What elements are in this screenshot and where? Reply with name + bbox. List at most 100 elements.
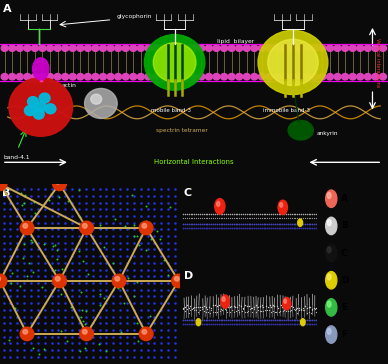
Circle shape bbox=[326, 299, 337, 316]
Circle shape bbox=[357, 45, 364, 51]
Circle shape bbox=[334, 45, 341, 51]
Circle shape bbox=[83, 223, 87, 228]
Circle shape bbox=[62, 74, 69, 80]
Circle shape bbox=[115, 45, 122, 51]
Circle shape bbox=[281, 45, 288, 51]
Circle shape bbox=[69, 74, 76, 80]
Text: A: A bbox=[341, 194, 348, 203]
Circle shape bbox=[280, 203, 282, 207]
Circle shape bbox=[152, 45, 159, 51]
Circle shape bbox=[54, 74, 61, 80]
Circle shape bbox=[168, 45, 175, 51]
Text: ankyrin: ankyrin bbox=[316, 131, 338, 136]
Circle shape bbox=[326, 45, 333, 51]
Circle shape bbox=[53, 274, 66, 288]
Circle shape bbox=[221, 45, 228, 51]
Circle shape bbox=[364, 74, 371, 80]
Text: C: C bbox=[341, 249, 348, 258]
Circle shape bbox=[183, 45, 190, 51]
Circle shape bbox=[24, 106, 35, 116]
Circle shape bbox=[217, 201, 220, 206]
Text: immobile band-3: immobile band-3 bbox=[263, 108, 310, 113]
Circle shape bbox=[213, 45, 220, 51]
Circle shape bbox=[298, 219, 303, 226]
Circle shape bbox=[83, 329, 87, 334]
Text: B: B bbox=[2, 188, 10, 198]
Circle shape bbox=[80, 221, 94, 235]
Circle shape bbox=[349, 45, 356, 51]
Circle shape bbox=[304, 45, 311, 51]
Circle shape bbox=[20, 221, 34, 235]
Text: actin: actin bbox=[62, 83, 77, 88]
Circle shape bbox=[191, 45, 197, 51]
Circle shape bbox=[243, 45, 250, 51]
Circle shape bbox=[100, 45, 107, 51]
Circle shape bbox=[35, 102, 46, 112]
Circle shape bbox=[20, 327, 34, 341]
Circle shape bbox=[319, 74, 326, 80]
Circle shape bbox=[221, 295, 229, 308]
Circle shape bbox=[39, 45, 46, 51]
Circle shape bbox=[1, 74, 8, 80]
Circle shape bbox=[327, 219, 331, 226]
Circle shape bbox=[23, 223, 28, 228]
Text: Vertical interactions: Vertical interactions bbox=[375, 38, 379, 87]
Circle shape bbox=[274, 74, 281, 80]
Circle shape bbox=[326, 190, 337, 207]
Circle shape bbox=[172, 274, 185, 288]
Circle shape bbox=[39, 74, 46, 80]
Circle shape bbox=[266, 45, 273, 51]
Circle shape bbox=[342, 45, 349, 51]
Circle shape bbox=[23, 329, 28, 334]
Circle shape bbox=[319, 45, 326, 51]
Circle shape bbox=[379, 45, 386, 51]
Circle shape bbox=[326, 217, 337, 235]
Circle shape bbox=[145, 74, 152, 80]
Circle shape bbox=[45, 104, 56, 114]
Circle shape bbox=[144, 35, 205, 90]
Circle shape bbox=[160, 45, 167, 51]
Circle shape bbox=[243, 74, 250, 80]
Circle shape bbox=[107, 74, 114, 80]
Text: A: A bbox=[3, 4, 12, 14]
Circle shape bbox=[47, 74, 54, 80]
Circle shape bbox=[77, 74, 84, 80]
Circle shape bbox=[289, 74, 296, 80]
Circle shape bbox=[54, 45, 61, 51]
Circle shape bbox=[139, 327, 153, 341]
Circle shape bbox=[326, 272, 337, 289]
Circle shape bbox=[16, 45, 23, 51]
Circle shape bbox=[31, 45, 38, 51]
Circle shape bbox=[91, 94, 102, 104]
Circle shape bbox=[364, 45, 371, 51]
Circle shape bbox=[9, 45, 16, 51]
Circle shape bbox=[289, 45, 296, 51]
Circle shape bbox=[9, 78, 73, 136]
Circle shape bbox=[168, 74, 175, 80]
Circle shape bbox=[62, 45, 69, 51]
Circle shape bbox=[130, 74, 137, 80]
Text: F: F bbox=[341, 330, 347, 339]
Circle shape bbox=[122, 45, 129, 51]
Circle shape bbox=[55, 277, 60, 281]
Circle shape bbox=[9, 74, 16, 80]
Circle shape bbox=[85, 45, 92, 51]
Circle shape bbox=[278, 200, 288, 214]
Circle shape bbox=[160, 74, 167, 80]
Circle shape bbox=[327, 193, 331, 198]
Circle shape bbox=[222, 297, 225, 301]
Circle shape bbox=[281, 74, 288, 80]
Circle shape bbox=[77, 45, 84, 51]
Circle shape bbox=[266, 74, 273, 80]
Circle shape bbox=[142, 329, 147, 334]
Circle shape bbox=[274, 45, 281, 51]
Circle shape bbox=[115, 74, 122, 80]
Circle shape bbox=[251, 74, 258, 80]
Circle shape bbox=[145, 45, 152, 51]
Circle shape bbox=[100, 74, 107, 80]
Circle shape bbox=[196, 319, 201, 326]
Circle shape bbox=[236, 45, 243, 51]
Circle shape bbox=[142, 223, 147, 228]
Text: D: D bbox=[184, 271, 193, 281]
Circle shape bbox=[39, 93, 50, 103]
